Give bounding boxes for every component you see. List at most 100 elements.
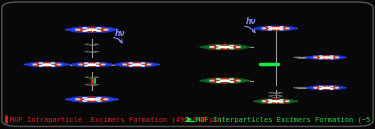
Ellipse shape — [310, 85, 332, 88]
Ellipse shape — [324, 58, 329, 59]
Ellipse shape — [72, 62, 111, 67]
Ellipse shape — [255, 26, 296, 31]
Ellipse shape — [233, 81, 239, 82]
Ellipse shape — [319, 86, 322, 87]
Ellipse shape — [96, 63, 99, 64]
Ellipse shape — [57, 64, 61, 65]
Ellipse shape — [116, 62, 158, 67]
Ellipse shape — [258, 101, 282, 104]
Ellipse shape — [70, 63, 93, 66]
Ellipse shape — [233, 47, 239, 48]
Ellipse shape — [211, 81, 217, 82]
Ellipse shape — [253, 27, 276, 30]
Ellipse shape — [233, 79, 239, 80]
Ellipse shape — [46, 63, 70, 66]
Ellipse shape — [282, 27, 288, 28]
Ellipse shape — [71, 29, 99, 33]
Ellipse shape — [258, 26, 282, 29]
Ellipse shape — [76, 99, 80, 100]
Ellipse shape — [33, 64, 37, 65]
Ellipse shape — [206, 78, 232, 81]
Ellipse shape — [268, 29, 272, 30]
Ellipse shape — [80, 63, 85, 64]
Ellipse shape — [68, 96, 116, 102]
Ellipse shape — [310, 57, 332, 60]
Ellipse shape — [324, 56, 329, 57]
Ellipse shape — [273, 29, 279, 30]
Ellipse shape — [202, 44, 248, 50]
Ellipse shape — [211, 47, 217, 48]
Ellipse shape — [262, 28, 266, 29]
Ellipse shape — [230, 48, 234, 49]
Ellipse shape — [123, 64, 127, 65]
Ellipse shape — [211, 46, 217, 47]
Ellipse shape — [54, 63, 60, 64]
Ellipse shape — [84, 96, 112, 100]
Ellipse shape — [210, 80, 214, 81]
Ellipse shape — [76, 98, 84, 99]
Ellipse shape — [84, 65, 88, 66]
Ellipse shape — [136, 63, 160, 66]
Ellipse shape — [24, 63, 48, 66]
Ellipse shape — [272, 28, 280, 29]
Ellipse shape — [89, 63, 95, 64]
Ellipse shape — [87, 99, 97, 100]
Ellipse shape — [83, 28, 87, 29]
Ellipse shape — [114, 63, 138, 66]
Ellipse shape — [224, 79, 251, 82]
Ellipse shape — [324, 86, 329, 87]
Ellipse shape — [262, 101, 266, 102]
Ellipse shape — [144, 65, 150, 66]
Ellipse shape — [34, 65, 40, 66]
Ellipse shape — [330, 58, 333, 59]
Ellipse shape — [321, 87, 342, 90]
Ellipse shape — [75, 64, 98, 67]
Ellipse shape — [333, 88, 338, 89]
Ellipse shape — [216, 48, 220, 49]
Text: MOF Intraparticle  Excimers Formation (490-840 ps): MOF Intraparticle Excimers Formation (49… — [10, 116, 223, 123]
Ellipse shape — [220, 80, 230, 81]
Ellipse shape — [263, 100, 269, 101]
Ellipse shape — [253, 100, 276, 103]
Ellipse shape — [224, 46, 251, 49]
Ellipse shape — [40, 64, 64, 67]
Ellipse shape — [40, 62, 64, 65]
Ellipse shape — [233, 46, 239, 47]
Ellipse shape — [306, 56, 327, 59]
Ellipse shape — [34, 63, 40, 64]
Ellipse shape — [75, 62, 98, 65]
Ellipse shape — [255, 99, 296, 104]
Ellipse shape — [97, 100, 101, 101]
Ellipse shape — [218, 78, 244, 81]
Ellipse shape — [87, 29, 97, 30]
Ellipse shape — [322, 87, 330, 88]
Ellipse shape — [218, 47, 244, 50]
Ellipse shape — [119, 62, 143, 65]
Ellipse shape — [285, 28, 289, 29]
Ellipse shape — [319, 58, 322, 59]
Ellipse shape — [144, 63, 150, 64]
Ellipse shape — [314, 57, 317, 58]
Ellipse shape — [54, 65, 60, 66]
Ellipse shape — [310, 55, 332, 58]
Ellipse shape — [326, 56, 347, 59]
Ellipse shape — [315, 88, 320, 89]
Ellipse shape — [308, 55, 345, 60]
Ellipse shape — [71, 99, 99, 102]
Ellipse shape — [258, 28, 282, 31]
Ellipse shape — [80, 65, 85, 66]
Ellipse shape — [147, 64, 151, 65]
Ellipse shape — [100, 30, 107, 31]
Ellipse shape — [222, 48, 228, 49]
Ellipse shape — [273, 102, 279, 103]
Ellipse shape — [88, 64, 96, 65]
Ellipse shape — [222, 45, 228, 46]
Ellipse shape — [211, 79, 217, 80]
Ellipse shape — [263, 27, 269, 28]
Ellipse shape — [335, 87, 339, 88]
Ellipse shape — [218, 44, 244, 47]
Ellipse shape — [84, 29, 112, 33]
Ellipse shape — [124, 63, 130, 64]
Ellipse shape — [200, 46, 226, 49]
Ellipse shape — [269, 101, 293, 104]
